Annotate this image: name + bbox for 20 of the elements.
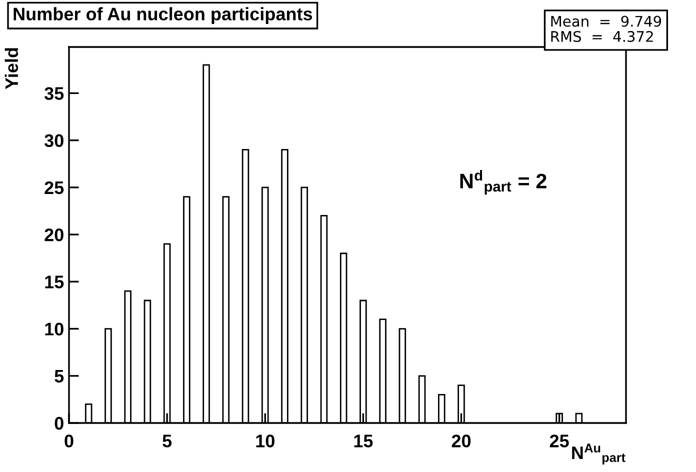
chart-title: Number of Au nucleon participants <box>14 7 312 24</box>
annotation: N$^{d}$$_{part}$ = 2 <box>460 170 546 195</box>
y-tick-label: 25 <box>44 181 64 194</box>
y-tick-label: 20 <box>44 228 64 242</box>
y-tick-label: 10 <box>45 322 64 336</box>
y-tick-label: 30 <box>44 134 64 148</box>
y-axis-title: Yield <box>4 48 18 90</box>
x-tick-label: 25 <box>550 434 569 448</box>
y-tick-label: 0 <box>54 416 64 430</box>
y-tick-label: 15 <box>45 276 64 288</box>
x-axis-title: N$^{Au}$$_{part}$ <box>572 444 626 465</box>
text: Mean = 9.749 <box>551 16 662 27</box>
text: RMS = 4.372 <box>551 30 653 42</box>
x-tick-label: 20 <box>452 434 471 448</box>
y-tick-label: 35 <box>44 87 64 100</box>
x-tick-label: 15 <box>354 434 373 448</box>
x-tick-label: 5 <box>162 434 172 448</box>
x-tick-label: 10 <box>256 434 274 448</box>
y-tick-label: 5 <box>54 370 64 383</box>
x-tick-label: 0 <box>64 434 74 448</box>
